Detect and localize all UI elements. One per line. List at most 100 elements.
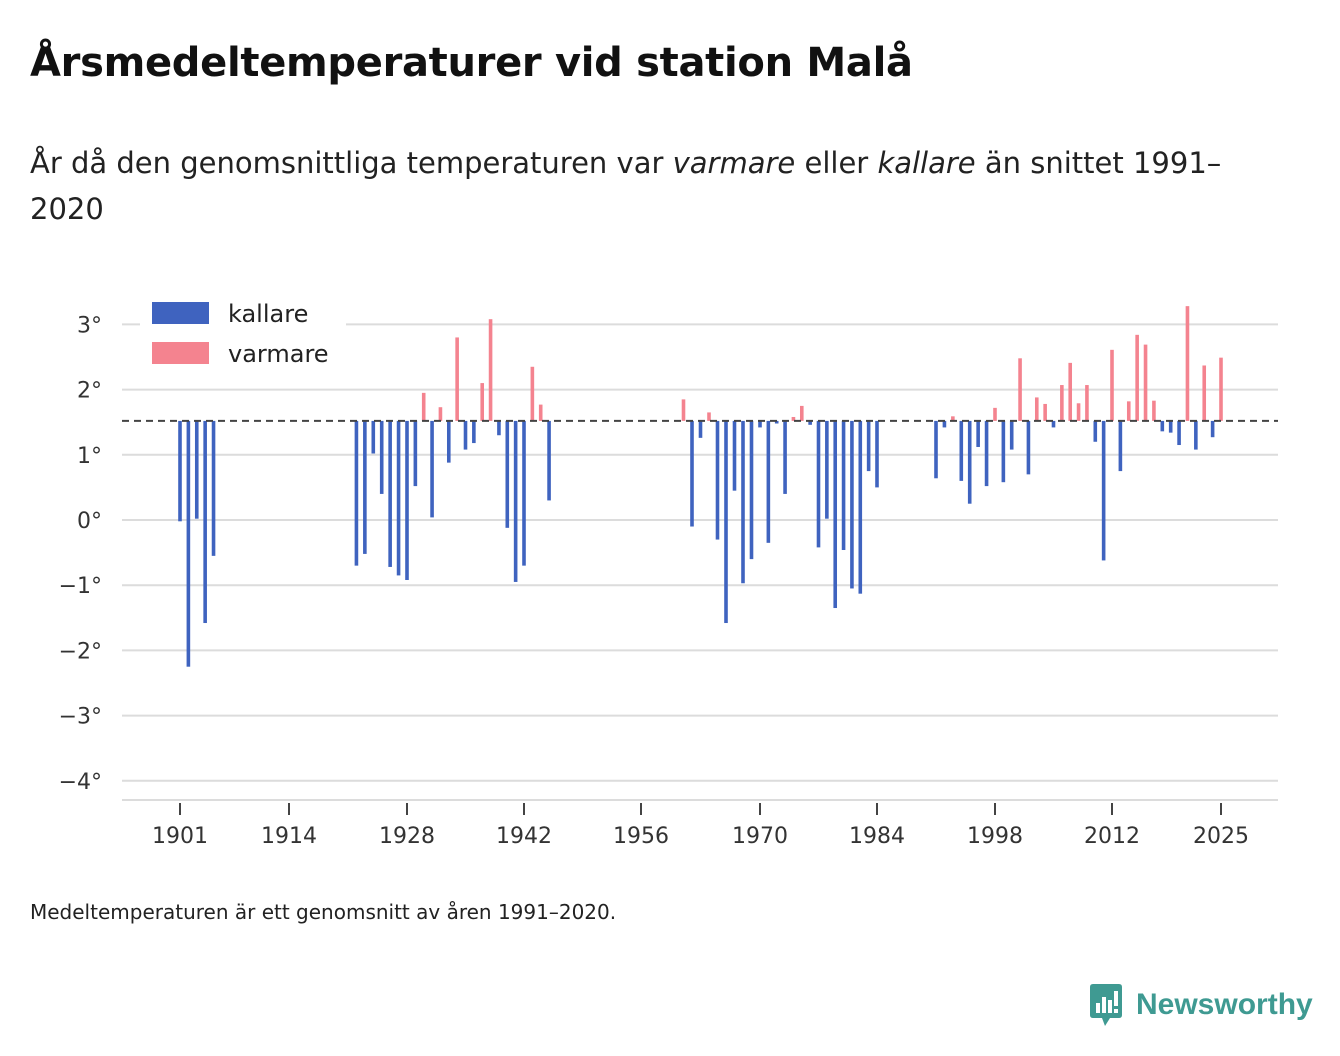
bar-cold <box>833 420 838 609</box>
bar-cold <box>379 420 384 494</box>
bar-cold <box>850 420 854 589</box>
bar-cold <box>959 420 964 481</box>
y-tick-label: −2° <box>59 639 102 664</box>
bar-warm <box>1202 365 1207 421</box>
bar-cold <box>405 420 409 580</box>
bar-cold <box>1177 420 1181 446</box>
bar-warm <box>1185 306 1190 421</box>
bar-cold <box>967 420 972 504</box>
bar-cold <box>808 420 812 425</box>
bar-cold <box>715 420 720 540</box>
y-tick-label: 1° <box>77 444 102 469</box>
bar-cold <box>766 420 771 543</box>
bar-cold <box>1118 420 1123 472</box>
newsworthy-logo-icon <box>1090 984 1122 1026</box>
bar-cold <box>690 420 694 527</box>
bar-cold <box>547 420 551 501</box>
bar-warm <box>791 416 796 421</box>
bar-warm <box>707 412 711 421</box>
y-tick-label: −3° <box>59 705 102 730</box>
bar-cold <box>825 420 829 519</box>
bar-warm <box>1126 401 1131 421</box>
bar-warm <box>455 337 459 421</box>
bar-cold <box>724 420 728 624</box>
bar-cold <box>446 420 451 463</box>
bar-warm <box>993 407 997 421</box>
legend-swatch-varmare <box>152 342 209 364</box>
bar-warm <box>681 399 686 421</box>
bar-cold <box>522 420 526 566</box>
legend-swatch-kallare <box>152 302 209 324</box>
x-tick-label: 1984 <box>849 824 905 849</box>
bar-cold <box>732 420 737 491</box>
bar-warm <box>1219 357 1223 421</box>
x-tick-label: 1956 <box>613 824 669 849</box>
legend: kallare varmare <box>140 292 346 378</box>
bar-cold <box>396 420 401 576</box>
bar-warm <box>421 392 426 421</box>
bar-cold <box>186 420 191 667</box>
bar-cold <box>866 420 871 472</box>
x-tick-label: 2012 <box>1084 824 1140 849</box>
bar-warm <box>488 319 493 421</box>
y-tick-label: 2° <box>77 379 102 404</box>
bar-warm <box>1060 385 1064 421</box>
bar-cold <box>858 420 863 594</box>
bar-cold <box>1009 420 1014 450</box>
bar-cold <box>934 420 938 479</box>
subtitle-part-1: År då den genomsnittliga temperaturen va… <box>30 146 673 180</box>
subtitle-part-2: eller <box>795 146 878 180</box>
bar-warm <box>1110 349 1114 421</box>
bar-cold <box>413 420 418 487</box>
bar-cold <box>430 420 434 518</box>
bar-cold <box>741 420 745 584</box>
bar-cold <box>1168 420 1173 433</box>
bar-cold <box>1093 420 1098 442</box>
bar-cold <box>758 420 762 428</box>
bar-warm <box>1043 403 1047 421</box>
y-tick-label: 0° <box>77 509 102 534</box>
bar-cold <box>194 420 199 519</box>
bar-cold <box>178 420 182 522</box>
y-tick-label: 3° <box>77 313 102 338</box>
bar-cold <box>698 420 703 438</box>
bar-cold <box>942 420 947 428</box>
bar-cold <box>841 420 846 550</box>
chart-title: Årsmedeltemperaturer vid station Malå <box>30 40 913 86</box>
bar-warm <box>951 416 955 421</box>
subtitle-cold-word: kallare <box>877 146 976 180</box>
x-tick-label: 1942 <box>496 824 552 849</box>
x-tick-label: 1901 <box>152 824 208 849</box>
x-tick-label: 2025 <box>1193 824 1249 849</box>
legend-label-varmare: varmare <box>228 340 329 368</box>
subtitle-warm-word: varmare <box>672 146 796 180</box>
x-tick-label: 1928 <box>379 824 435 849</box>
bar-cold <box>1210 420 1215 438</box>
bar-cold <box>388 420 392 567</box>
bar-cold <box>976 420 980 447</box>
x-tick-label: 1970 <box>732 824 788 849</box>
bar-cold <box>1026 420 1031 475</box>
chart-subtitle: År då den genomsnittliga temperaturen va… <box>30 140 1280 232</box>
bar-cold <box>1051 420 1056 428</box>
bar-warm <box>1085 385 1089 421</box>
bar-cold <box>984 420 989 487</box>
x-tick-label: 1998 <box>967 824 1023 849</box>
bar-cold <box>203 420 207 624</box>
bar-cold <box>505 420 510 528</box>
bar-warm <box>480 383 485 421</box>
bar-warm <box>1068 362 1073 421</box>
bar-cold <box>363 420 367 554</box>
y-tick-label: −1° <box>59 574 102 599</box>
bar-cold <box>472 420 476 444</box>
chart-plot: −4° −3° −2° −1° 0° 1° 2° 3° 1901 1914 1928 1942 195… <box>58 292 1278 849</box>
bar-warm <box>1076 403 1081 421</box>
subtitle-part-3: än snittet 1991–2020 <box>30 146 1222 226</box>
bar-warm <box>438 407 443 421</box>
footnote: Medeltemperaturen är ett genomsnitt av å… <box>30 900 617 924</box>
bar-warm <box>1034 397 1039 421</box>
bar-cold <box>1160 420 1165 432</box>
bar-warm <box>799 405 804 421</box>
bar-cold <box>463 420 468 450</box>
bar-cold <box>211 420 216 556</box>
